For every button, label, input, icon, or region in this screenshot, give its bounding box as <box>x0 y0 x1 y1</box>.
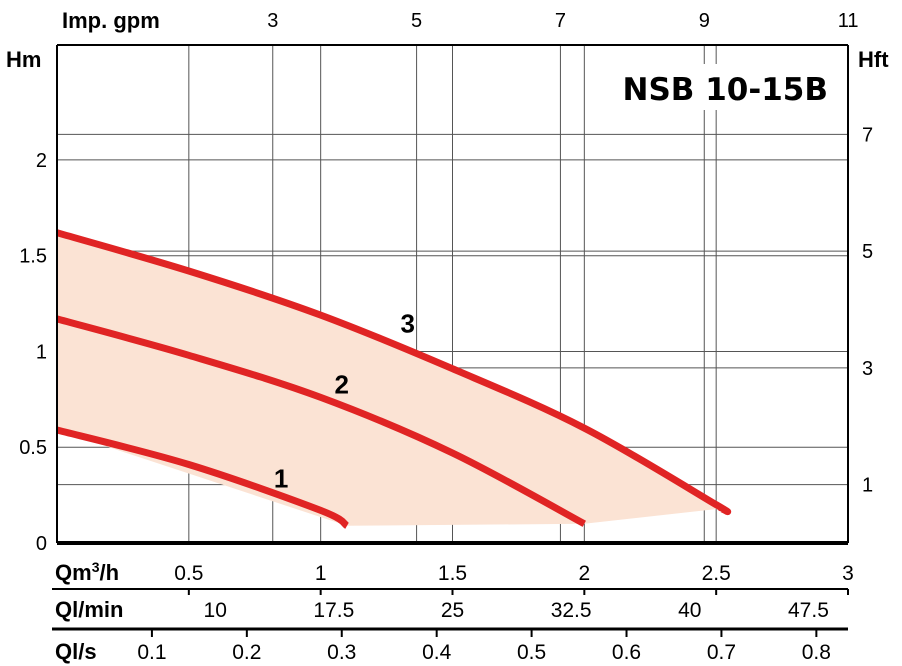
series-curves <box>56 229 732 529</box>
plot-frame <box>52 44 849 637</box>
bottom-row-3-tick-label: 0.3 <box>327 641 356 664</box>
bottom-row-3-tick-label: 0.8 <box>802 641 831 664</box>
bottom-row-1-tick-label: 3 <box>842 562 854 585</box>
series-curve-2 <box>56 315 586 527</box>
bottom-row-2-tick-label: 47.5 <box>788 599 829 622</box>
right-axis-label: Hft <box>858 47 889 72</box>
bottom-row-3-tick-label: 0.4 <box>422 641 452 664</box>
top-axis-label: Imp. gpm <box>62 8 160 33</box>
top-tick-label: 9 <box>699 10 710 32</box>
bottom-row-3-tick-label: 0.6 <box>612 641 641 664</box>
right-tick-label: 1 <box>862 475 873 497</box>
title-background <box>636 64 836 110</box>
right-tick-label: 7 <box>862 124 873 146</box>
left-tick-label: 1.5 <box>19 246 47 268</box>
operating-area <box>57 232 722 526</box>
series-curve-1 <box>56 426 350 529</box>
series-curve-3 <box>56 229 732 516</box>
bottom-row-3-tick-label: 0.2 <box>232 641 261 664</box>
right-tick-label: 5 <box>862 241 873 263</box>
series-label-2: 2 <box>335 370 349 400</box>
bottom-row-2-tick-label: 32.5 <box>551 599 592 622</box>
right-tick-label: 3 <box>862 358 873 380</box>
top-tick-label: 7 <box>555 10 566 32</box>
operating-area-fill <box>57 232 722 526</box>
left-tick-label: 1 <box>36 341 47 363</box>
bottom-row-1-tick-label: 0.5 <box>174 562 203 585</box>
top-tick-label: 11 <box>838 10 859 32</box>
bottom-row-label-2: Ql/min <box>55 597 123 622</box>
bottom-row-2-tick-label: 10 <box>204 599 227 622</box>
series-label-3: 3 <box>400 308 414 338</box>
chart-title: NSB 10-15B <box>623 72 828 108</box>
bottom-row-2-tick-label: 17.5 <box>313 599 354 622</box>
bottom-row-2-tick-label: 40 <box>678 599 701 622</box>
bottom-row-1-tick-label: 2.5 <box>702 562 731 585</box>
bottom-row-label-3: Ql/s <box>55 639 97 664</box>
left-tick-label: 0.5 <box>19 437 47 459</box>
bottom-row-3-tick-label: 0.5 <box>517 641 546 664</box>
left-axis-label: Hm <box>6 47 41 72</box>
left-tick-label: 0 <box>36 533 47 555</box>
left-tick-label: 2 <box>36 150 47 172</box>
top-tick-label: 5 <box>411 10 422 32</box>
axis-text: 1 2 3 0 0.5 1 1.5 2 1 3 5 7 3 5 7 9 11 Qm3/h 0.5 1 1.5 2 2.5 3 Q… <box>19 10 873 664</box>
bottom-row-3-tick-label: 0.1 <box>137 641 166 664</box>
bottom-row-1-tick-label: 1 <box>315 562 327 585</box>
bottom-row-3-tick-label: 0.7 <box>707 641 736 664</box>
bottom-row-1-tick-label: 1.5 <box>438 562 467 585</box>
top-tick-label: 3 <box>267 10 278 32</box>
bottom-row-2-tick-label: 25 <box>441 599 464 622</box>
bottom-row-1-tick-label: 2 <box>578 562 590 585</box>
bottom-row-label-1: Qm3/h <box>55 559 119 585</box>
series-label-1: 1 <box>274 463 288 493</box>
